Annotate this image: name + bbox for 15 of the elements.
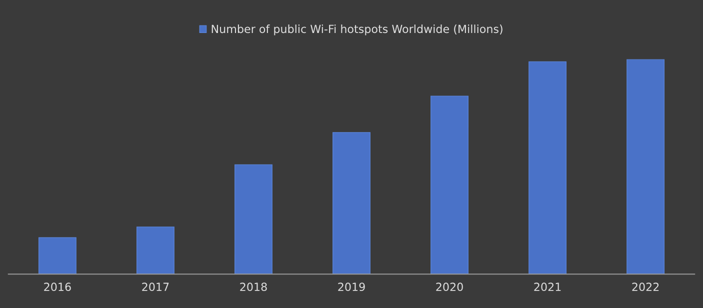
bar: [626, 59, 665, 274]
x-tick-label: 2019: [338, 282, 365, 292]
x-tick-label: 2020: [436, 282, 463, 292]
bar: [234, 164, 272, 274]
x-tick-label: 2018: [240, 282, 267, 292]
x-tick-label: 2021: [534, 282, 561, 292]
bar: [38, 237, 76, 274]
legend-label: Number of public Wi-Fi hotspots Worldwide (Millions): [212, 24, 502, 36]
bar: [136, 226, 174, 274]
bar: [528, 61, 567, 274]
x-tick-label: 2017: [142, 282, 169, 292]
x-tick-label: 2022: [632, 282, 659, 292]
x-tick-label: 2016: [44, 282, 71, 292]
bar: [430, 96, 468, 274]
bar: [332, 132, 370, 274]
